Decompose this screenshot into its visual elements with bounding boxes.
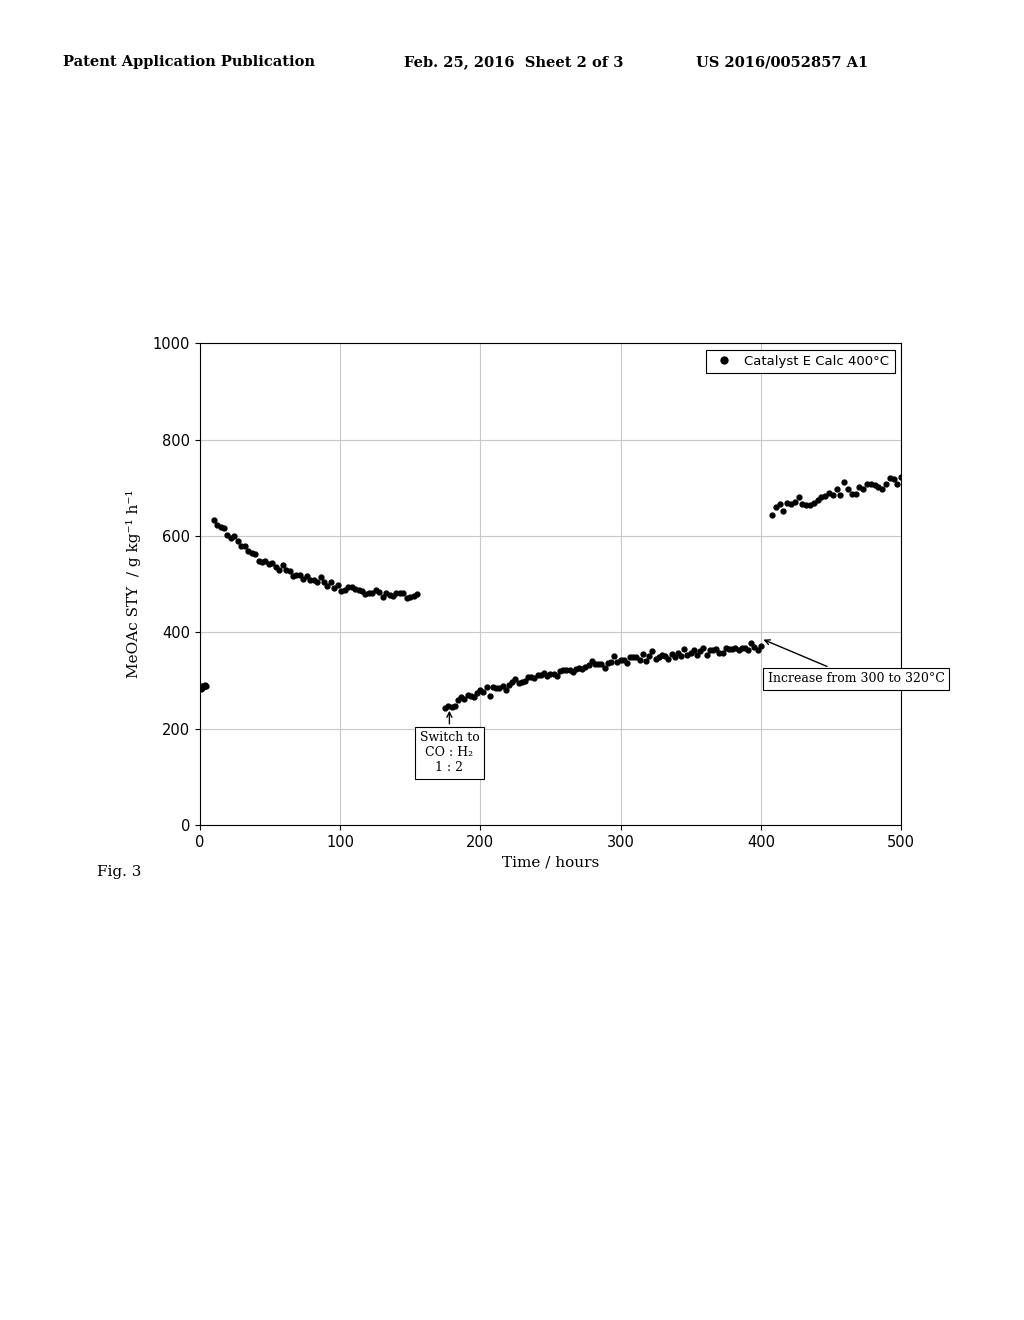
- Text: Switch to
CO : H₂
1 : 2: Switch to CO : H₂ 1 : 2: [420, 713, 479, 775]
- Text: Increase from 300 to 320°C: Increase from 300 to 320°C: [765, 640, 945, 685]
- Legend: Catalyst E Calc 400°C: Catalyst E Calc 400°C: [706, 350, 895, 374]
- X-axis label: Time / hours: Time / hours: [502, 855, 599, 870]
- Text: Feb. 25, 2016  Sheet 2 of 3: Feb. 25, 2016 Sheet 2 of 3: [404, 55, 624, 70]
- Text: Patent Application Publication: Patent Application Publication: [63, 55, 315, 70]
- Text: Fig. 3: Fig. 3: [97, 865, 141, 879]
- Y-axis label: MeOAc STY  / g kg⁻¹ h⁻¹: MeOAc STY / g kg⁻¹ h⁻¹: [127, 490, 141, 678]
- Text: US 2016/0052857 A1: US 2016/0052857 A1: [696, 55, 868, 70]
